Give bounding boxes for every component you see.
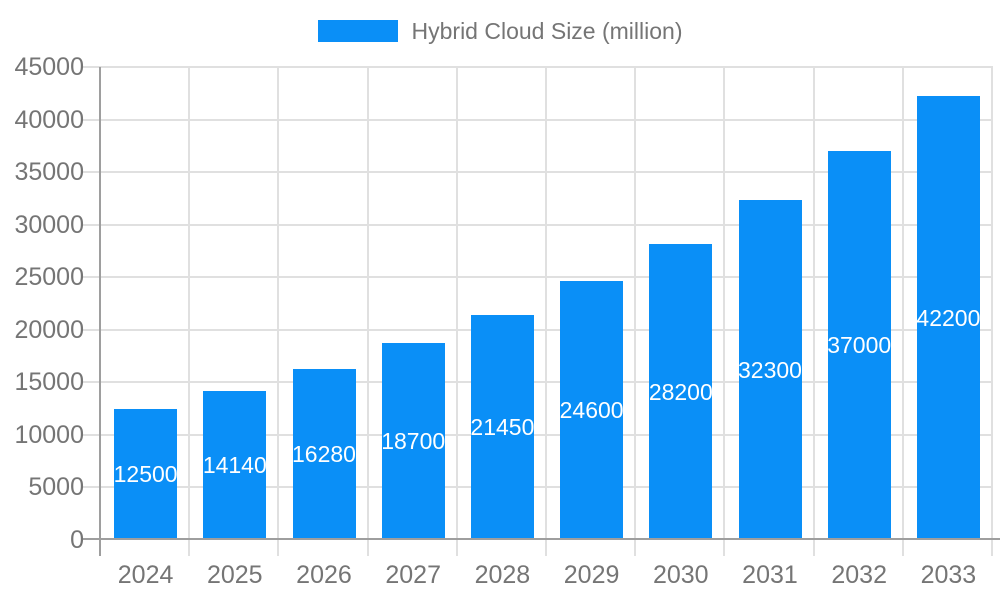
v-gridline [545, 67, 547, 556]
x-tick-label: 2024 [117, 561, 174, 589]
x-tick-label: 2033 [920, 561, 977, 589]
bar-value-label: 12500 [113, 461, 178, 487]
y-axis-line [99, 67, 101, 556]
bar-value-label: 16280 [292, 441, 356, 467]
h-gridline [83, 118, 993, 121]
v-gridline [455, 67, 458, 556]
bar[interactable] [470, 315, 534, 538]
x-axis-line [83, 538, 1000, 540]
bar-value-label: 28200 [648, 378, 713, 405]
v-gridline [634, 67, 637, 556]
y-tick-label: 10000 [14, 420, 84, 449]
bar[interactable] [649, 244, 713, 538]
bar[interactable] [203, 391, 267, 538]
v-gridline [277, 67, 280, 556]
bar[interactable] [560, 281, 624, 538]
y-tick-label: 45000 [14, 53, 84, 81]
y-tick-label: 35000 [14, 158, 84, 187]
bar[interactable] [827, 151, 891, 538]
bar[interactable] [738, 200, 802, 538]
y-tick-label: 40000 [14, 105, 84, 134]
legend[interactable]: Hybrid Cloud Size (million) [0, 18, 1000, 44]
h-gridline [83, 486, 993, 489]
v-gridline [366, 67, 369, 556]
h-gridline [83, 171, 993, 174]
legend-label: Hybrid Cloud Size (million) [411, 18, 683, 44]
x-tick-label: 2027 [385, 561, 441, 589]
x-tick-label: 2032 [831, 561, 887, 589]
bar-value-label: 42200 [916, 304, 981, 331]
y-tick-label: 15000 [14, 368, 84, 397]
h-gridline [83, 381, 993, 384]
bar-value-label: 21450 [470, 414, 535, 440]
x-tick-label: 2029 [563, 561, 620, 589]
bar-value-label: 18700 [381, 428, 446, 454]
y-tick-label: 0 [70, 526, 84, 554]
v-gridline [901, 67, 904, 556]
h-gridline [83, 276, 993, 279]
x-tick-label: 2026 [296, 561, 352, 589]
v-gridline [723, 67, 726, 556]
y-tick-label: 20000 [14, 315, 84, 344]
x-tick-label: 2031 [742, 561, 798, 589]
y-tick-label: 5000 [28, 473, 84, 502]
bar-value-label: 24600 [559, 397, 624, 423]
v-gridline [991, 67, 993, 556]
bar-value-label: 32300 [738, 356, 802, 383]
x-tick-label: 2025 [206, 561, 263, 589]
bar[interactable] [292, 369, 356, 538]
x-tick-label: 2028 [474, 561, 531, 589]
legend-swatch [317, 20, 398, 42]
h-gridline [83, 328, 993, 331]
v-gridline [812, 67, 815, 556]
bar[interactable] [114, 409, 178, 538]
v-gridline [188, 67, 191, 556]
h-gridline [83, 433, 993, 436]
y-tick-label: 30000 [14, 210, 84, 239]
h-gridline [83, 66, 993, 68]
bar[interactable] [916, 96, 980, 538]
bar-value-label: 37000 [827, 332, 892, 358]
bar-value-label: 14140 [202, 452, 267, 478]
bar[interactable] [381, 343, 445, 538]
x-tick-label: 2030 [652, 561, 709, 589]
y-tick-label: 25000 [14, 263, 84, 292]
h-gridline [83, 223, 993, 226]
